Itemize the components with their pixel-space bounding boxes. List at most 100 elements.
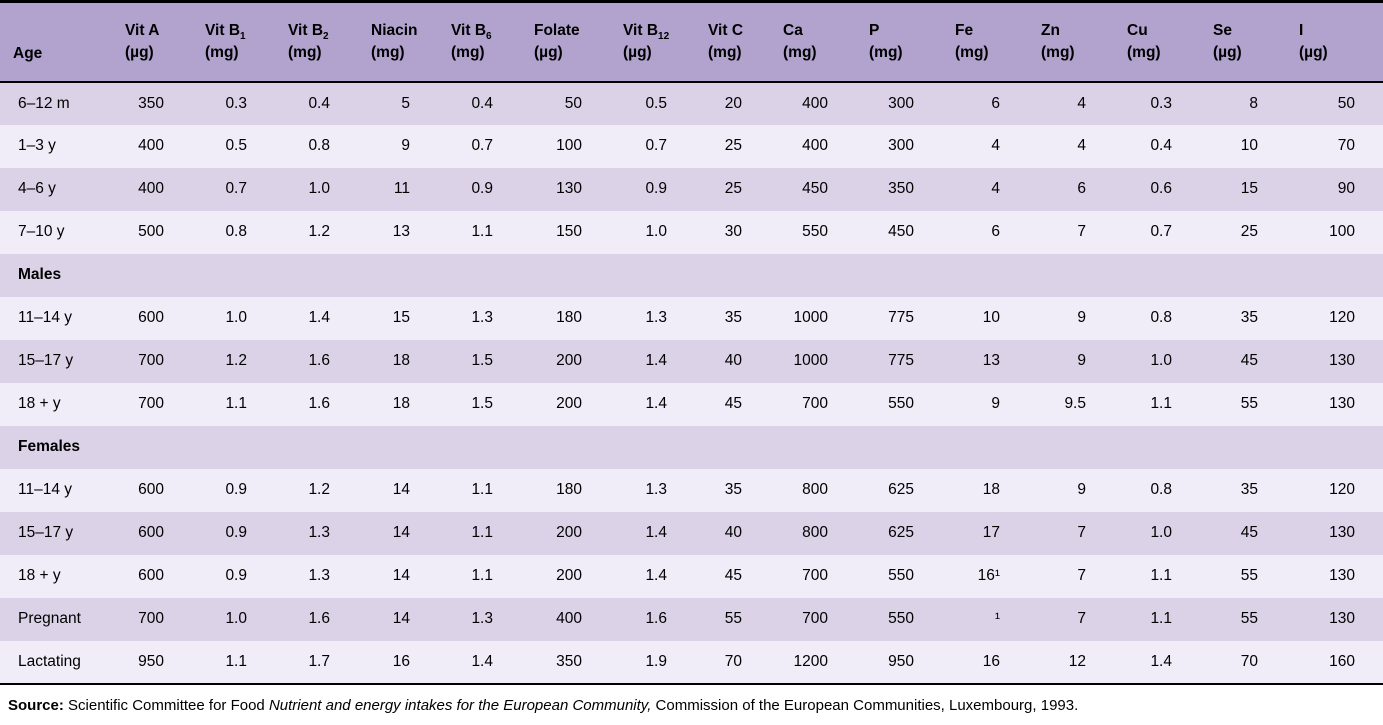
value-cell: 1.1 xyxy=(225,652,247,670)
value-cell: 950 xyxy=(888,652,914,670)
value-cell: 1.1 xyxy=(1150,567,1172,584)
value-cell: 90 xyxy=(1337,180,1355,197)
value-cell: 550 xyxy=(888,395,914,412)
value-cell: 0.9 xyxy=(225,481,247,498)
value-cell: 1.1 xyxy=(1150,395,1172,412)
value-cell: 200 xyxy=(556,395,582,412)
table-row: Pregnant 700 1.0 1.6 14 1.3 400 1.6 55 700 550 ¹ 7 1.… xyxy=(0,597,1383,641)
value-cell: 1.3 xyxy=(471,610,493,627)
value-cell: 35 xyxy=(724,481,742,498)
value-cell: 14 xyxy=(392,481,410,498)
value-cell: 200 xyxy=(556,524,582,541)
column-header-p: P (mg) xyxy=(856,1,942,83)
value-cell: 6 xyxy=(991,94,1000,112)
value-cell: 50 xyxy=(1337,94,1355,112)
value-cell: 9 xyxy=(1077,481,1086,498)
value-cell: 1.1 xyxy=(471,524,493,541)
value-cell: 160 xyxy=(1329,652,1355,670)
value-cell: 200 xyxy=(556,567,582,584)
value-cell: 13 xyxy=(392,223,410,240)
value-cell: 1.4 xyxy=(1150,652,1172,670)
value-cell: 0.8 xyxy=(1150,481,1172,498)
section-row: Females xyxy=(0,425,1383,469)
value-cell: 0.7 xyxy=(645,137,667,154)
value-cell: 400 xyxy=(802,94,828,112)
column-header-se: Se (µg) xyxy=(1200,1,1286,83)
value-cell: 100 xyxy=(1329,223,1355,240)
table-row: 4–6 y 400 0.7 1.0 11 0.9 130 0.9 25 450 350 4 6 0.6 15… xyxy=(0,167,1383,211)
value-cell: 9 xyxy=(991,395,1000,412)
value-cell: 1.1 xyxy=(471,567,493,584)
value-cell: 1.3 xyxy=(645,309,667,326)
value-cell: 18 xyxy=(392,352,410,369)
value-cell: 9.5 xyxy=(1064,395,1086,412)
value-cell: 0.8 xyxy=(225,223,247,240)
value-cell: 800 xyxy=(802,524,828,541)
value-cell: 625 xyxy=(888,481,914,498)
value-cell: 1.0 xyxy=(1150,524,1172,541)
value-cell: 1.6 xyxy=(308,610,330,627)
value-cell: 600 xyxy=(138,481,164,498)
value-cell: 9 xyxy=(1077,352,1086,369)
value-cell: 1.0 xyxy=(308,180,330,197)
age-cell: 4–6 y xyxy=(18,180,56,197)
value-cell: 775 xyxy=(888,352,914,369)
value-cell: 70 xyxy=(1337,137,1355,154)
value-cell: 775 xyxy=(888,309,914,326)
source-note: Source: Scientific Committee for Food Nu… xyxy=(0,685,1383,716)
value-cell: 600 xyxy=(138,524,164,541)
value-cell: 1.3 xyxy=(471,309,493,326)
value-cell: 700 xyxy=(138,352,164,369)
value-cell: 0.4 xyxy=(471,94,493,112)
table-row: 11–14 y 600 0.9 1.2 14 1.1 180 1.3 35 800 625 18 9 0.… xyxy=(0,468,1383,512)
table-row: 18 + y 600 0.9 1.3 14 1.1 200 1.4 45 700 550 16¹ 7 1.… xyxy=(0,554,1383,598)
value-cell: 14 xyxy=(392,567,410,584)
column-header-vit-b1: Vit B1 (mg) xyxy=(192,1,275,83)
value-cell: 10 xyxy=(1240,137,1258,154)
value-cell: 0.5 xyxy=(225,137,247,154)
value-cell: 1.2 xyxy=(225,352,247,369)
value-cell: 7 xyxy=(1077,610,1086,627)
table-row: Lactating 950 1.1 1.7 16 1.4 350 1.9 70 1200 950 16… xyxy=(0,640,1383,684)
value-cell: 450 xyxy=(802,180,828,197)
value-cell: 55 xyxy=(1240,395,1258,412)
value-cell: 0.9 xyxy=(471,180,493,197)
value-cell: 20 xyxy=(724,94,742,112)
value-cell: 0.4 xyxy=(1150,137,1172,154)
value-cell: 70 xyxy=(1240,652,1258,670)
value-cell: 700 xyxy=(802,395,828,412)
value-cell: 100 xyxy=(556,137,582,154)
value-cell: 450 xyxy=(888,223,914,240)
value-cell: 1.4 xyxy=(645,395,667,412)
column-header-fe: Fe (mg) xyxy=(942,1,1028,83)
age-cell: 18 + y xyxy=(18,567,61,584)
value-cell: 1.4 xyxy=(645,524,667,541)
column-header-i: I (µg) xyxy=(1286,1,1383,83)
value-cell: 14 xyxy=(392,610,410,627)
value-cell: 40 xyxy=(724,524,742,541)
value-cell: 15 xyxy=(1240,180,1258,197)
value-cell: 0.4 xyxy=(308,94,330,112)
value-cell: 45 xyxy=(1240,524,1258,541)
value-cell: 6 xyxy=(1077,180,1086,197)
value-cell: 0.3 xyxy=(1150,94,1172,112)
value-cell: 0.8 xyxy=(1150,309,1172,326)
value-cell: 300 xyxy=(888,137,914,154)
table-row: 1–3 y 400 0.5 0.8 9 0.7 100 0.7 25 400 300 4 4 0.4 10 7… xyxy=(0,124,1383,168)
value-cell: 4 xyxy=(991,180,1000,197)
source-text-after: Commission of the European Communities, … xyxy=(651,696,1079,714)
value-cell: 12 xyxy=(1068,652,1086,670)
value-cell: 40 xyxy=(724,352,742,369)
value-cell: 1200 xyxy=(793,652,828,670)
value-cell: 1.4 xyxy=(471,652,493,670)
value-cell: 1.4 xyxy=(308,309,330,326)
value-cell: 1.3 xyxy=(645,481,667,498)
value-cell: 130 xyxy=(1329,610,1355,627)
value-cell: 1.4 xyxy=(645,567,667,584)
value-cell: 55 xyxy=(1240,567,1258,584)
value-cell: 16¹ xyxy=(977,567,1000,584)
source-text-before: Scientific Committee for Food xyxy=(63,696,269,714)
value-cell: 180 xyxy=(556,309,582,326)
value-cell: 14 xyxy=(392,524,410,541)
value-cell: 700 xyxy=(138,610,164,627)
